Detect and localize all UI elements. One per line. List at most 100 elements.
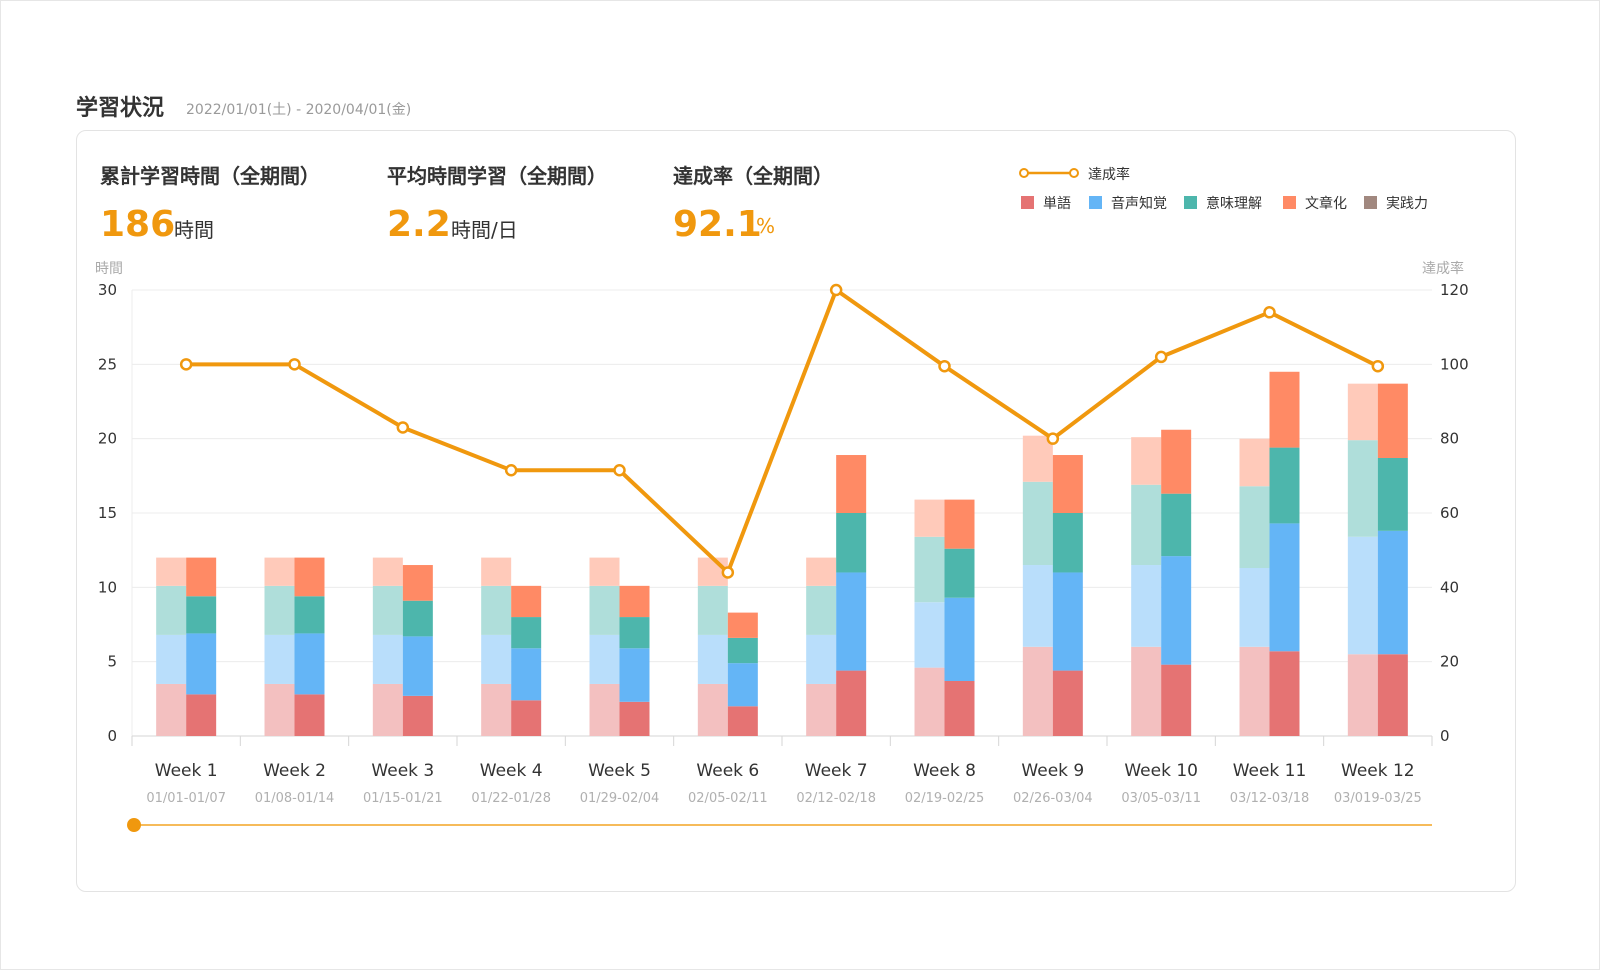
target-bar-segment [156,683,187,736]
actual-bar-segment [1269,447,1300,524]
actual-bar-segment [1269,523,1300,652]
target-bar-segment [481,585,512,635]
actual-bar-segment [836,455,867,513]
y-left-tick-label: 25 [98,355,117,373]
actual-bar-segment [1161,664,1192,736]
x-tick-label: Week 10 [1124,761,1198,781]
target-bar-segment [372,683,403,736]
actual-bar-segment [1269,371,1300,448]
y-right-tick-label: 60 [1440,504,1459,522]
actual-bar-segment [944,680,975,736]
actual-bar-segment [1377,457,1408,531]
actual-bar-segment [1161,493,1192,557]
achievement-rate-point [179,358,193,371]
actual-bar-segment [294,557,325,597]
actual-bar-segment [1052,670,1083,736]
target-bar-segment [264,585,295,635]
legend-swatch [1021,196,1034,209]
actual-bar-segment [511,617,542,649]
x-tick-date-label: 02/12-02/18 [796,791,876,806]
x-tick-label: Week 3 [371,761,434,781]
actual-bar-segment [186,694,217,736]
legend-label: 意味理解 [1206,195,1262,212]
y-left-tick-label: 10 [98,578,117,596]
target-bar-segment [1347,440,1378,537]
actual-bar-segment [294,633,325,695]
stat-label-average-time: 平均時間学習（全期間） [387,164,607,188]
legend-label: 文章化 [1305,195,1347,212]
target-bar-segment [1131,484,1162,566]
range-slider-handle[interactable] [127,818,141,832]
target-bar-segment [1347,654,1378,736]
target-bar-segment [1131,565,1162,647]
x-tick-date-label: 01/22-01/28 [471,791,551,806]
actual-bar-segment [402,636,433,696]
actual-bar-segment [1377,383,1408,458]
x-tick-date-label: 03/019-03/25 [1334,791,1422,806]
target-bar-segment [156,585,187,635]
target-bar-segment [1131,646,1162,736]
actual-bar-segment [836,513,867,573]
stat-value-total-time: 186 [100,204,176,245]
y-right-tick-label: 20 [1440,653,1459,671]
actual-bar-segment [836,572,867,671]
actual-bar-segment [511,585,542,618]
target-bar-segment [589,557,620,586]
y-left-tick-label: 0 [107,727,117,745]
actual-bar-segment [727,612,758,638]
legend-label: 単語 [1043,196,1071,212]
target-bar-segment [156,557,187,586]
x-tick-label: Week 1 [155,761,218,781]
target-bar-segment [806,557,837,586]
actual-bar-segment [1052,513,1083,573]
target-bar-segment [1022,565,1053,647]
legend-line-marker [1019,168,1029,178]
achievement-rate-line [186,288,1379,575]
x-tick-date-label: 03/05-03/11 [1121,791,1201,806]
actual-bar-segment [619,701,650,736]
target-bar-segment [589,683,620,736]
x-tick-label: Week 12 [1341,761,1415,781]
target-bar-segment [1239,568,1270,647]
y-left-tick-label: 20 [98,430,117,448]
stat-label-achievement: 達成率（全期間） [673,164,833,188]
stat-unit-average-time: 時間/日 [451,218,518,242]
target-bar-segment [914,667,945,736]
x-tick-date-label: 01/15-01/21 [363,791,443,806]
actual-bar-segment [619,617,650,649]
x-tick-date-label: 02/05-02/11 [688,791,768,806]
target-bar-segment [806,683,837,736]
y-right-tick-label: 80 [1440,430,1459,448]
target-bar-segment [589,634,620,684]
actual-bar-segment [1377,654,1408,736]
y-right-tick-label: 120 [1440,281,1469,299]
x-tick-label: Week 9 [1021,761,1084,781]
legend-line-marker [1069,168,1079,178]
legend-swatch [1089,196,1102,209]
legend-line-label: 達成率 [1088,166,1130,183]
actual-bar-segment [1052,572,1083,671]
legend-swatch [1364,196,1377,209]
stat-value-achievement: 92.1 [673,204,762,245]
achievement-rate-point [1371,359,1385,373]
actual-bar-segment [944,548,975,598]
x-tick-date-label: 01/29-02/04 [580,791,660,806]
x-tick-date-label: 01/01-01/07 [146,791,226,806]
actual-bar-segment [727,706,758,736]
target-bar-segment [697,585,728,635]
stat-label-total-time: 累計学習時間（全期間） [100,164,320,188]
achievement-rate-point [721,566,735,579]
achievement-rate-point [1263,306,1276,319]
y-left-tick-label: 30 [98,281,117,299]
stat-unit-achievement: % [756,214,776,238]
actual-bar-segment [186,633,217,695]
actual-bar-segment [727,637,758,664]
actual-bar-segment [402,565,433,601]
target-bar-segment [589,585,620,635]
achievement-rate-point [613,464,626,477]
target-bar-segment [481,557,512,586]
actual-bar-segment [1052,455,1083,513]
y-right-tick-label: 100 [1440,355,1469,373]
x-tick-date-label: 02/26-03/04 [1013,791,1093,806]
